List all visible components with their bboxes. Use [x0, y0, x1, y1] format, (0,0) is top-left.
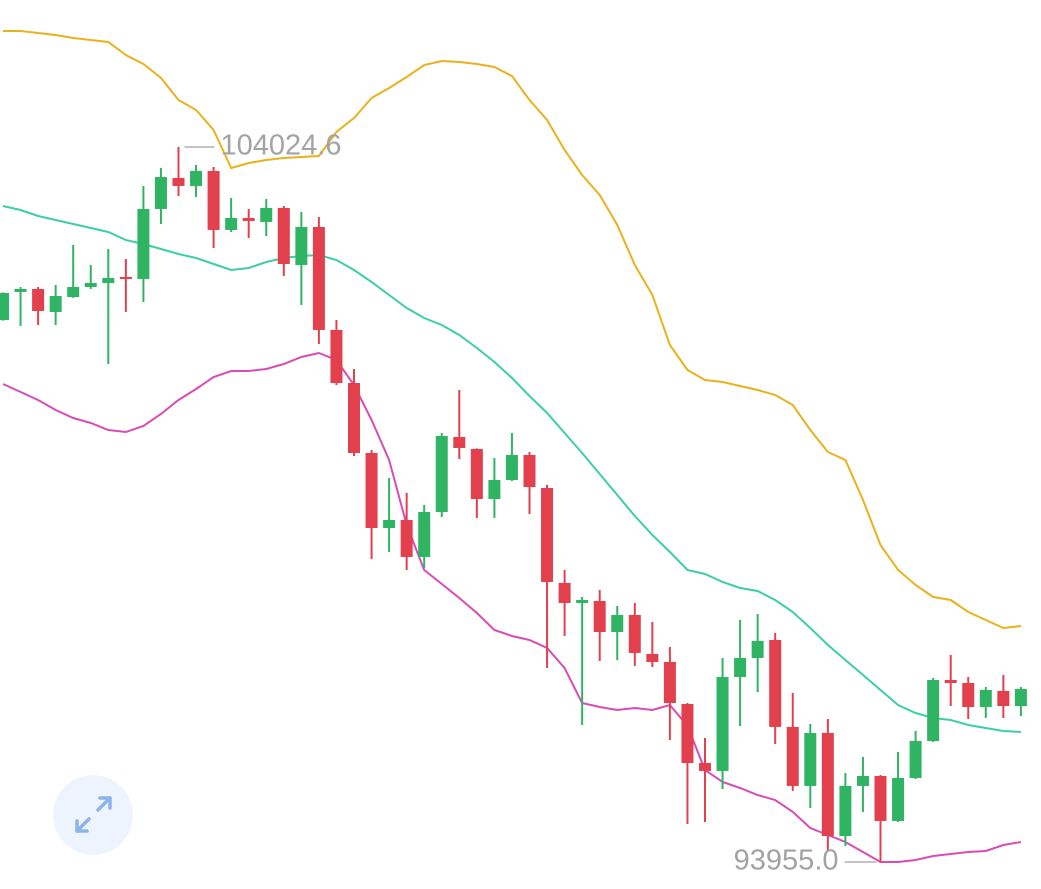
- candle-body: [663, 661, 676, 704]
- candle-body: [681, 704, 694, 764]
- candle-body: [541, 488, 554, 582]
- expand-button[interactable]: [53, 775, 133, 855]
- candle-body: [646, 653, 659, 662]
- candle-body: [84, 283, 97, 287]
- candle-body: [190, 170, 203, 186]
- candle-body: [154, 177, 167, 209]
- candle-body: [558, 582, 571, 603]
- expand-button-bg[interactable]: [53, 775, 133, 855]
- candle-body: [225, 217, 238, 230]
- candle-body: [751, 640, 764, 659]
- max-label: 104024.6: [221, 130, 342, 162]
- candle-body: [734, 658, 747, 677]
- candle-body: [628, 614, 641, 653]
- candle-body: [892, 778, 905, 821]
- candle-body: [944, 680, 957, 683]
- candle-body: [979, 689, 992, 707]
- candle-body: [277, 207, 290, 264]
- candle-body: [32, 288, 45, 311]
- candle-body: [1014, 688, 1027, 707]
- candle-body: [962, 682, 975, 707]
- candle-body: [330, 329, 343, 383]
- min-label: 93955.0: [734, 845, 839, 877]
- candle-body: [102, 277, 115, 284]
- candle-body: [453, 436, 466, 448]
- candle-body: [874, 776, 887, 821]
- band-line: [3, 30, 1022, 630]
- candle-body: [260, 207, 273, 222]
- candle-body: [418, 512, 431, 557]
- candle-body: [856, 776, 869, 786]
- candle-body: [927, 680, 940, 742]
- candle-body: [172, 178, 185, 186]
- candle-body: [119, 276, 132, 279]
- candle-body: [576, 599, 589, 603]
- band-line: [2, 205, 1021, 733]
- candle-body: [523, 454, 536, 488]
- candle-body: [365, 453, 378, 528]
- candle-body: [769, 639, 782, 727]
- candle-body: [0, 292, 9, 321]
- candle-body: [400, 519, 413, 557]
- candle-body: [505, 454, 518, 480]
- candle-body: [67, 286, 80, 298]
- candle-body: [804, 732, 817, 786]
- candle-body: [14, 288, 27, 292]
- candle-body: [435, 435, 448, 513]
- candle-body: [611, 614, 624, 633]
- candle-body: [207, 170, 220, 230]
- candle-body: [909, 741, 922, 779]
- candle-body: [242, 217, 255, 221]
- band-line: [2, 351, 1022, 863]
- candle-body: [821, 732, 834, 837]
- candle-body: [470, 448, 483, 500]
- candle-body: [295, 226, 308, 265]
- candle-body: [839, 785, 852, 837]
- candle-body: [312, 226, 325, 330]
- candle-body: [716, 676, 729, 771]
- candle-body: [383, 519, 396, 528]
- plot: [0, 30, 1027, 863]
- expand-icon[interactable]: [75, 796, 112, 833]
- candle-body: [786, 726, 799, 786]
- candle-body: [137, 208, 150, 279]
- candle-body: [997, 690, 1010, 707]
- candle-body: [699, 763, 711, 771]
- candle-body: [348, 382, 360, 454]
- candle-body: [593, 600, 606, 633]
- candle-body: [488, 479, 501, 500]
- candle-body: [49, 296, 62, 312]
